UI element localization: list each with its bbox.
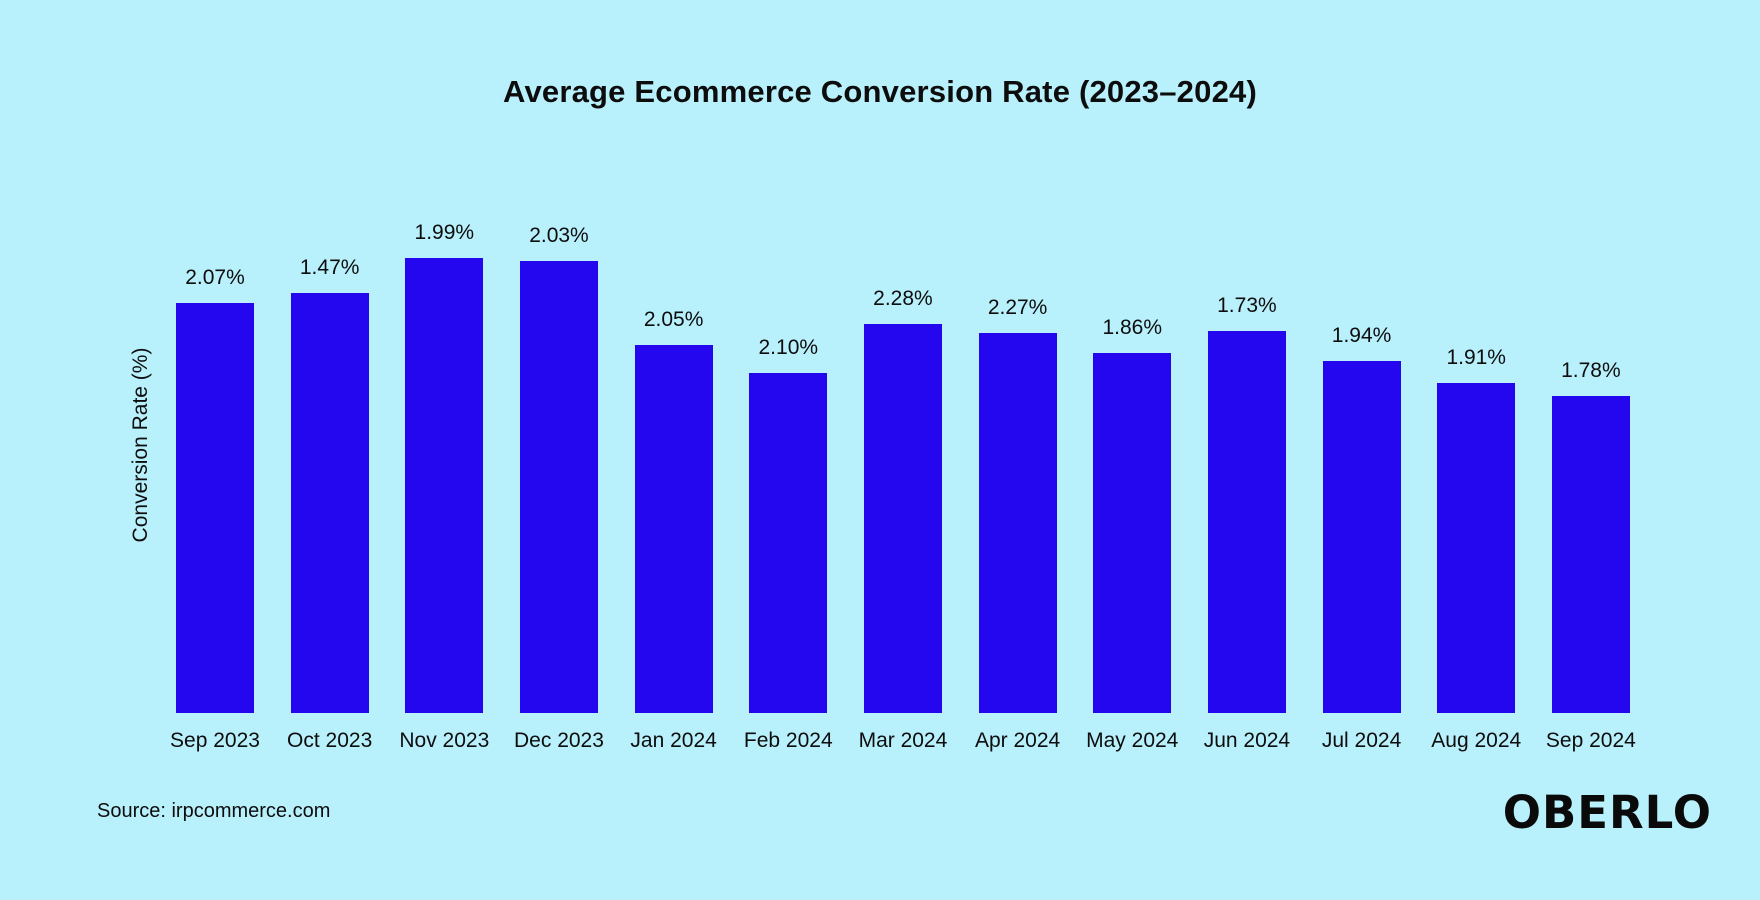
- bar: [863, 324, 942, 713]
- x-axis-label: Jun 2024: [1203, 729, 1291, 752]
- bar-value-label: 2.28%: [873, 287, 933, 310]
- bar: [405, 258, 484, 713]
- bar: [749, 373, 828, 713]
- bar-value-label: 1.86%: [1102, 316, 1163, 339]
- bar: [290, 293, 369, 713]
- bar: [1551, 396, 1630, 713]
- x-axis-label: Jan 2024: [630, 729, 717, 752]
- bar-value-label: 2.27%: [987, 296, 1048, 319]
- bar-group: 2.28% Mar 2024: [859, 180, 948, 752]
- bar-group: 2.03% Dec 2023: [514, 180, 604, 752]
- bar-group: 1.86% May 2024: [1086, 180, 1178, 752]
- bar: [1322, 361, 1401, 713]
- bar-value-label: 2.07%: [185, 266, 245, 289]
- bar-group: 2.10% Feb 2024: [744, 180, 833, 752]
- bar-group: 2.07% Sep 2023: [170, 180, 260, 752]
- bar: [634, 345, 713, 713]
- bar: [978, 333, 1057, 713]
- bar-group: 1.47% Oct 2023: [287, 180, 372, 752]
- bar-value-label: 2.05%: [643, 308, 704, 331]
- x-axis-label: Sep 2023: [170, 729, 260, 752]
- x-axis-label: Mar 2024: [858, 729, 948, 752]
- bar-value-label: 1.78%: [1561, 359, 1621, 382]
- plot-area: 2.07% Sep 2023 1.47% Oct 2023 1.99% Nov 2023 2…: [170, 180, 1636, 752]
- bar-group: 2.05% Jan 2024: [630, 180, 716, 752]
- x-axis-label: Sep 2024: [1545, 729, 1636, 752]
- x-axis-label: Dec 2023: [514, 729, 604, 752]
- bar-value-label: 1.94%: [1331, 324, 1392, 347]
- bar: [1207, 331, 1286, 713]
- x-axis-label: Oct 2023: [287, 729, 373, 752]
- y-axis-label: Conversion Rate (%): [129, 347, 152, 543]
- x-axis-label: Jul 2024: [1321, 729, 1402, 752]
- brand-logo: OBERLO: [1502, 786, 1712, 839]
- x-axis-label: May 2024: [1086, 729, 1179, 752]
- x-axis-label: Nov 2023: [399, 729, 490, 752]
- bar-group: 1.99% Nov 2023: [399, 180, 489, 752]
- bar: [1093, 353, 1172, 713]
- bar-value-label: 2.03%: [529, 224, 589, 247]
- bar: [519, 261, 598, 713]
- bar-value-label: 2.10%: [758, 336, 819, 359]
- x-axis-label: Feb 2024: [743, 729, 833, 752]
- bar-value-label: 1.73%: [1217, 294, 1277, 317]
- bar: [1437, 383, 1516, 713]
- bar-group: 1.73% Jun 2024: [1204, 180, 1290, 752]
- bar-group: 1.91% Aug 2024: [1431, 180, 1521, 752]
- chart-title: Average Ecommerce Conversion Rate (2023–…: [503, 74, 1257, 109]
- bar-value-label: 1.99%: [414, 221, 475, 244]
- bar-value-label: 1.47%: [299, 256, 360, 279]
- bar-group: 1.78% Sep 2024: [1546, 180, 1636, 752]
- source-text: Source: irpcommerce.com: [97, 800, 331, 822]
- x-axis-label: Apr 2024: [974, 729, 1061, 752]
- bar: [176, 303, 254, 713]
- x-axis-label: Aug 2024: [1431, 729, 1522, 752]
- bar-group: 2.27% Apr 2024: [975, 180, 1060, 752]
- bar-value-label: 1.91%: [1446, 346, 1506, 369]
- bar-group: 1.94% Jul 2024: [1322, 180, 1401, 752]
